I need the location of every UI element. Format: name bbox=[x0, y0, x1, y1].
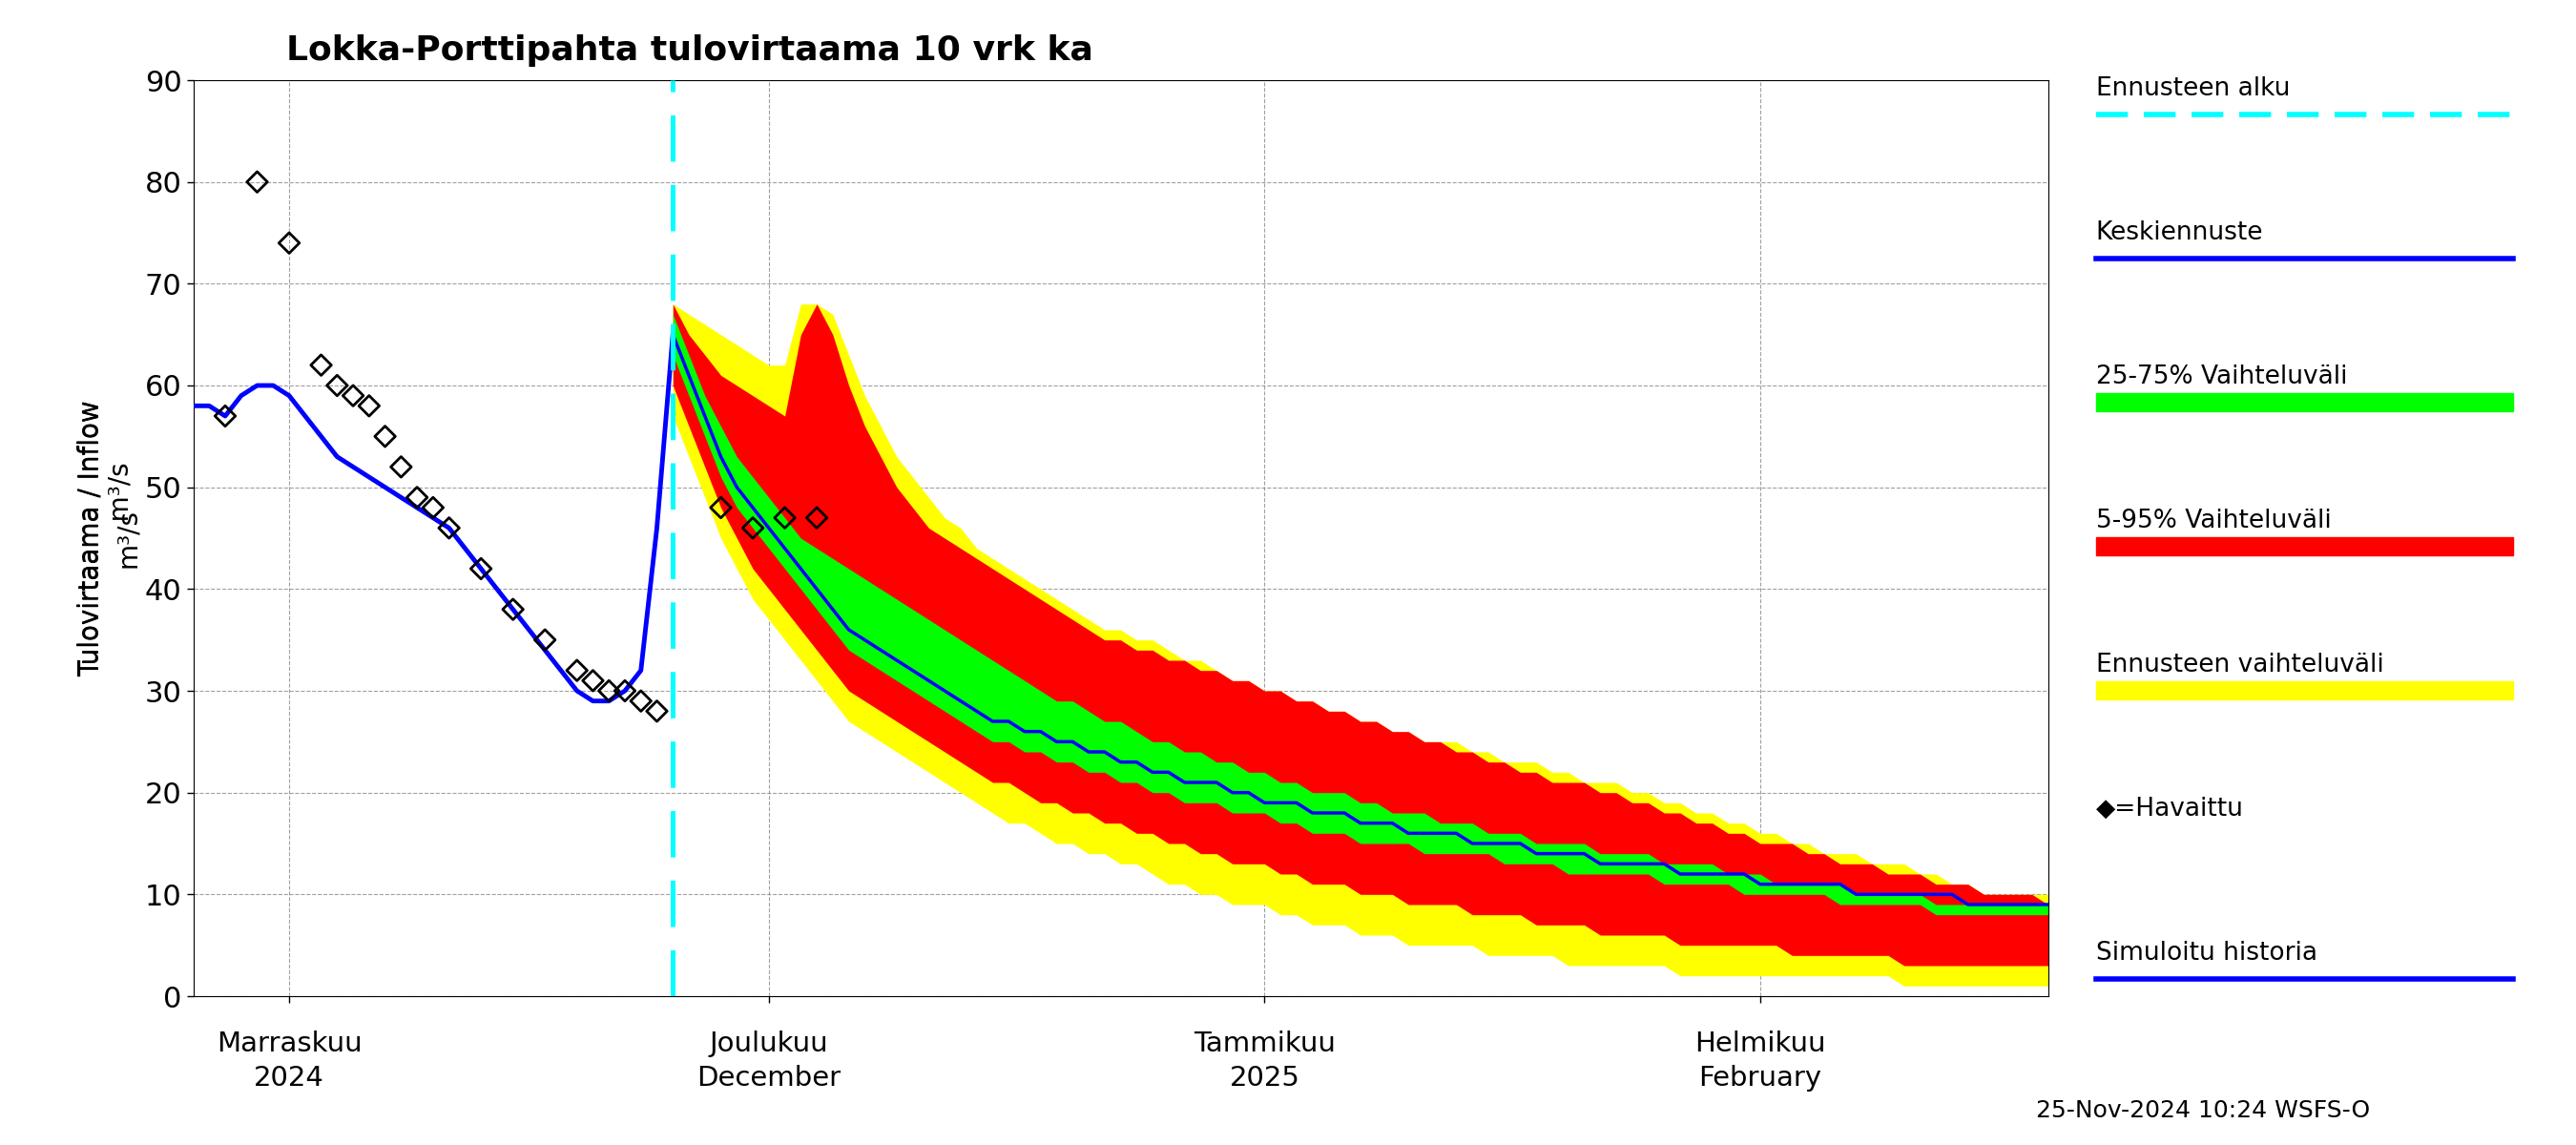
Bar bbox=[2097, 681, 2514, 700]
Point bbox=[587, 681, 629, 700]
Text: Ennusteen vaihteluväli: Ennusteen vaihteluväli bbox=[2097, 653, 2383, 677]
Bar bbox=[2097, 394, 2514, 411]
Point bbox=[556, 662, 598, 680]
Text: 2024: 2024 bbox=[255, 1065, 325, 1092]
Text: 5-95% Vaihteluväli: 5-95% Vaihteluväli bbox=[2097, 508, 2331, 534]
Text: Keskiennuste: Keskiennuste bbox=[2097, 220, 2264, 245]
Text: 2025: 2025 bbox=[1229, 1065, 1301, 1092]
Point bbox=[701, 498, 742, 516]
Text: Marraskuu: Marraskuu bbox=[216, 1030, 363, 1057]
Point bbox=[332, 387, 374, 405]
Text: m³/s: m³/s bbox=[116, 508, 142, 568]
Point bbox=[526, 631, 567, 649]
Point bbox=[268, 234, 309, 252]
Point bbox=[492, 600, 533, 618]
Text: Joulukuu: Joulukuu bbox=[708, 1030, 829, 1057]
Point bbox=[301, 356, 343, 374]
Point bbox=[397, 488, 438, 506]
Text: Tammikuu: Tammikuu bbox=[1193, 1030, 1334, 1057]
Text: 25-Nov-2024 10:24 WSFS-O: 25-Nov-2024 10:24 WSFS-O bbox=[2035, 1099, 2370, 1122]
Point bbox=[461, 560, 502, 578]
Point bbox=[765, 508, 806, 527]
Text: December: December bbox=[696, 1065, 840, 1092]
Point bbox=[572, 671, 613, 689]
Point bbox=[732, 519, 773, 537]
Point bbox=[636, 702, 677, 720]
Point bbox=[363, 427, 404, 445]
Point bbox=[621, 692, 662, 710]
Text: Tulovirtaama / Inflow: Tulovirtaama / Inflow bbox=[77, 400, 106, 677]
Text: Helmikuu: Helmikuu bbox=[1695, 1030, 1826, 1057]
Point bbox=[605, 681, 647, 700]
Y-axis label: Tulovirtaama / Inflow
           m³/s: Tulovirtaama / Inflow m³/s bbox=[77, 400, 134, 677]
Text: ◆=Havaittu: ◆=Havaittu bbox=[2097, 797, 2244, 821]
Point bbox=[237, 173, 278, 191]
Point bbox=[796, 508, 837, 527]
Text: February: February bbox=[1698, 1065, 1821, 1092]
Text: Ennusteen alku: Ennusteen alku bbox=[2097, 76, 2290, 101]
Text: Lokka-Porttipahta tulovirtaama 10 vrk ka: Lokka-Porttipahta tulovirtaama 10 vrk ka bbox=[286, 34, 1092, 66]
Point bbox=[317, 377, 358, 395]
Point bbox=[412, 498, 453, 516]
Point bbox=[381, 458, 422, 476]
Bar bbox=[2097, 537, 2514, 555]
Point bbox=[348, 396, 389, 414]
Point bbox=[428, 519, 469, 537]
Point bbox=[204, 406, 245, 425]
Text: Simuloitu historia: Simuloitu historia bbox=[2097, 940, 2318, 965]
Text: 25-75% Vaihteluväli: 25-75% Vaihteluväli bbox=[2097, 364, 2347, 389]
